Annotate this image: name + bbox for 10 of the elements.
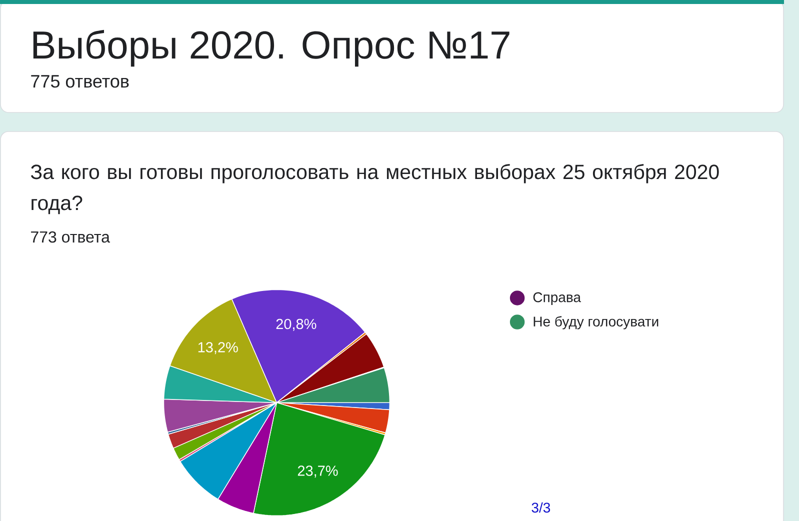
text: 775 ответов [31, 75, 129, 88]
legend-label: Справа [533, 292, 581, 305]
data-label: 23,7% [298, 466, 338, 478]
text: 3/3 [532, 502, 550, 513]
data-label: 20,8% [276, 318, 316, 331]
legend-label: Не буду голосувати [534, 316, 658, 330]
data-label: 13,2% [198, 342, 238, 354]
chart-subtitle: 773 ответа [31, 231, 110, 243]
text: Выборы 2020. Опрос №17 [33, 30, 510, 67]
chart-title: За кого вы готовы проголосовать на местных выборах 25 октября 2020 года? [30, 164, 719, 214]
